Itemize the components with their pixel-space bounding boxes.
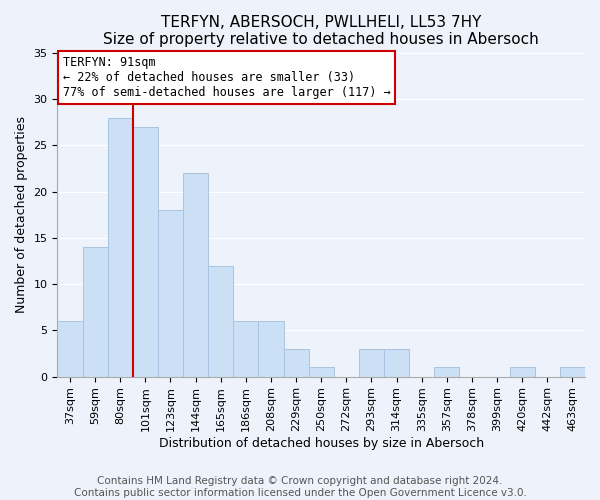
X-axis label: Distribution of detached houses by size in Abersoch: Distribution of detached houses by size … <box>158 437 484 450</box>
Bar <box>284 349 308 376</box>
Bar <box>83 247 107 376</box>
Bar <box>183 173 208 376</box>
Text: Contains HM Land Registry data © Crown copyright and database right 2024.
Contai: Contains HM Land Registry data © Crown c… <box>74 476 526 498</box>
Text: TERFYN: 91sqm
← 22% of detached houses are smaller (33)
77% of semi-detached hou: TERFYN: 91sqm ← 22% of detached houses a… <box>62 56 391 99</box>
Bar <box>107 118 133 376</box>
Title: TERFYN, ABERSOCH, PWLLHELI, LL53 7HY
Size of property relative to detached house: TERFYN, ABERSOCH, PWLLHELI, LL53 7HY Siz… <box>103 15 539 48</box>
Y-axis label: Number of detached properties: Number of detached properties <box>15 116 28 313</box>
Bar <box>560 368 585 376</box>
Bar <box>359 349 384 376</box>
Bar <box>208 266 233 376</box>
Bar <box>233 321 259 376</box>
Bar <box>158 210 183 376</box>
Bar <box>434 368 460 376</box>
Bar <box>133 127 158 376</box>
Bar <box>509 368 535 376</box>
Bar <box>308 368 334 376</box>
Bar <box>259 321 284 376</box>
Bar <box>58 321 83 376</box>
Bar <box>384 349 409 376</box>
